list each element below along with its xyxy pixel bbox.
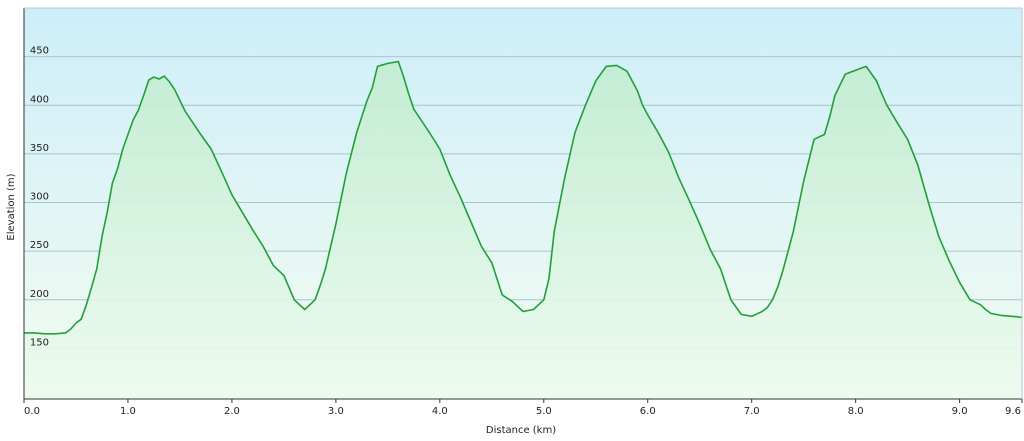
- x-tick-label: 0.0: [24, 406, 40, 417]
- y-tick-label: 200: [30, 289, 49, 300]
- y-axis-title: Elevation (m): [6, 173, 17, 240]
- y-tick-label: 250: [30, 240, 49, 251]
- x-tick-label: 9.0: [952, 406, 968, 417]
- x-axis-title: Distance (km): [486, 425, 556, 436]
- y-tick-label: 300: [30, 192, 49, 203]
- x-tick-label: 7.0: [744, 406, 760, 417]
- y-tick-label: 400: [30, 94, 49, 105]
- y-tick-label: 350: [30, 143, 49, 154]
- x-tick-label: 2.0: [224, 406, 240, 417]
- elevation-line: [24, 60, 1023, 335]
- x-tick-label: 9.6: [1005, 406, 1021, 417]
- x-tick-label: 1.0: [120, 406, 136, 417]
- y-tick-label: 450: [30, 46, 49, 57]
- y-tick-label: 150: [30, 337, 49, 348]
- x-tick-label: 3.0: [328, 406, 344, 417]
- x-tick-label: 6.0: [640, 406, 656, 417]
- x-axis-ticks: 0.0 1.0 2.0 3.0 4.0 5.0 6.0 7.0 8.0 9.0 9.6: [23, 399, 1023, 417]
- x-tick-label: 5.0: [536, 406, 552, 417]
- elevation-area: [24, 61, 1022, 399]
- y-axis-ticks: 150 200 250 300 350 400 450: [30, 46, 49, 349]
- x-tick-label: 8.0: [848, 406, 864, 417]
- x-tick-label: 4.0: [432, 406, 448, 417]
